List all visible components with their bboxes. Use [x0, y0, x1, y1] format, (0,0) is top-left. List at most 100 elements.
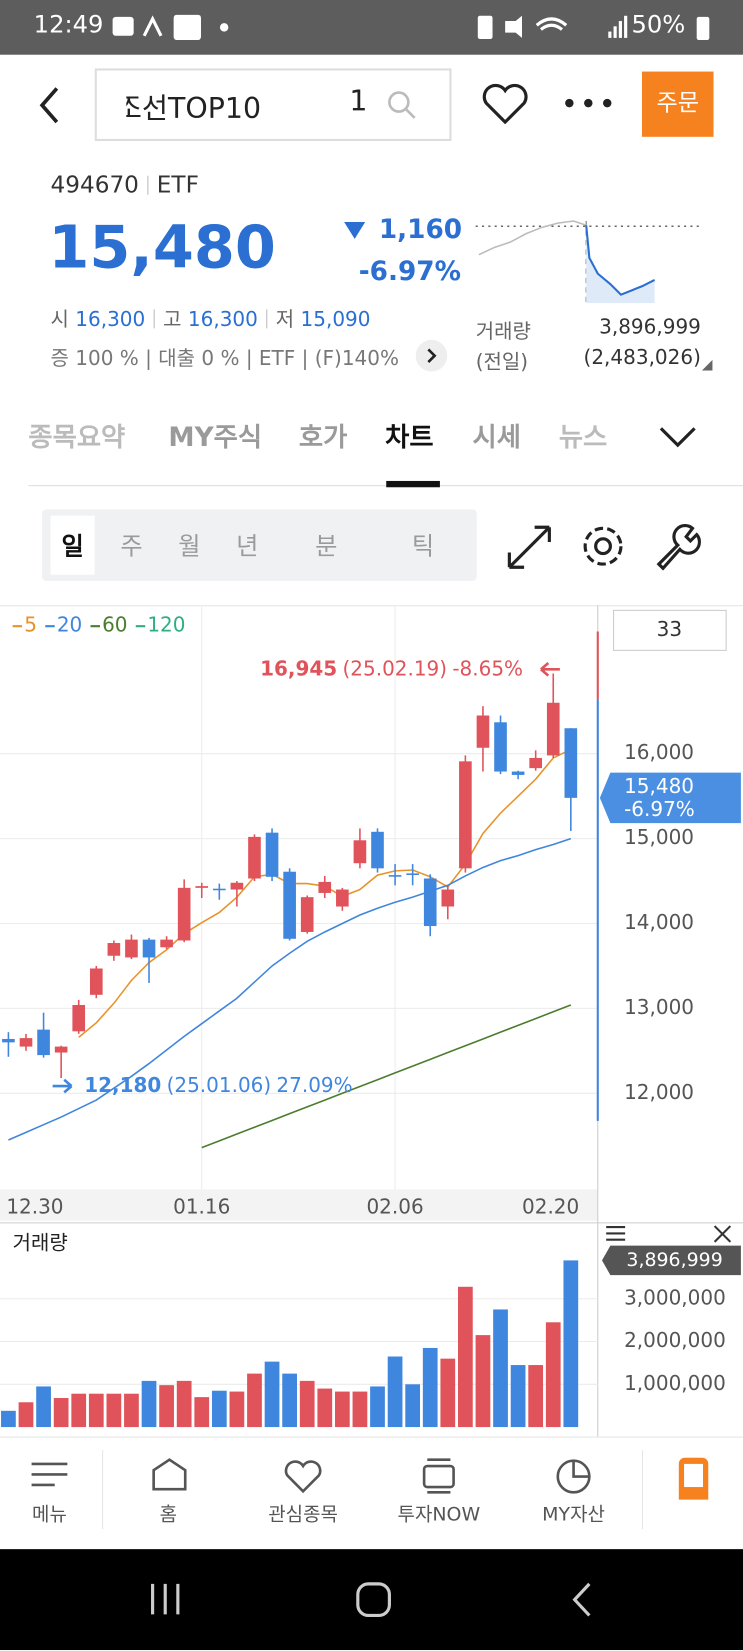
- tab[interactable]: MY주식: [168, 422, 263, 453]
- volume-bar: [545, 1322, 561, 1428]
- legend-label: 60: [102, 613, 127, 637]
- tab-divider: [28, 485, 743, 487]
- period[interactable]: 틱: [411, 533, 435, 561]
- price-tag-change: -6.97%: [624, 797, 695, 821]
- info-more-button[interactable]: [415, 339, 448, 372]
- tab[interactable]: 시세: [472, 422, 521, 453]
- status-bar: 12:49 50%: [0, 0, 743, 55]
- tool-button[interactable]: [652, 522, 701, 571]
- more-button[interactable]: [563, 95, 614, 112]
- candle-body: [388, 875, 402, 877]
- bottom-nav: [0, 1436, 743, 1551]
- x-tick-label: 02.06: [366, 1195, 423, 1219]
- high-label: 고: [163, 308, 182, 332]
- favorite-button[interactable]: [481, 82, 529, 126]
- y-tick-label: 2,000,000: [624, 1328, 726, 1352]
- separator: [266, 309, 268, 329]
- price-tag-bg: [599, 772, 741, 824]
- x-tick-label: 01.16: [173, 1195, 230, 1219]
- period[interactable]: 주: [120, 533, 143, 561]
- volume-bar: [124, 1393, 139, 1428]
- high-value: 16,300: [187, 308, 258, 332]
- nav-item[interactable]: 투자NOW: [397, 1503, 481, 1526]
- candle-body: [54, 1046, 68, 1053]
- tab[interactable]: 호가: [298, 422, 348, 453]
- candle-body: [230, 882, 244, 890]
- price-change-pct: -6.97%: [358, 255, 461, 287]
- volume-bar: [299, 1380, 315, 1428]
- candle-body: [265, 832, 279, 877]
- candle-body: [441, 889, 455, 907]
- ma-line: [8, 837, 572, 1141]
- annotation-arrow: [540, 662, 560, 677]
- y-tick-label: 3,000,000: [624, 1285, 726, 1309]
- annotation: 16,945 (25.02.19) -8.65%: [260, 656, 523, 680]
- volume-menu-icon: [606, 1226, 626, 1241]
- candle-body: [107, 943, 121, 956]
- prev-label: (전일): [475, 350, 529, 374]
- legend-label: 5: [24, 613, 37, 637]
- candle-body: [19, 1038, 33, 1047]
- prev-volume: (2,483,026): [583, 346, 701, 370]
- period[interactable]: 일: [61, 533, 84, 561]
- volume-value: 3,896,999: [599, 315, 701, 339]
- annotation-part: 16,945: [260, 656, 337, 680]
- tab[interactable]: 종목요약: [28, 422, 126, 453]
- candle-body: [195, 886, 209, 888]
- candle-body: [318, 881, 332, 893]
- annotation-part: (25.02.19): [342, 656, 447, 680]
- stock-code: 494670: [50, 172, 139, 199]
- settings-button[interactable]: [579, 522, 627, 570]
- volume-bar: [405, 1384, 421, 1428]
- nav-icons: [31, 1457, 709, 1500]
- stock-code-row: 494670 ETF: [51, 173, 199, 199]
- mini-chart: [475, 220, 700, 304]
- candle-body: [406, 873, 419, 875]
- candle-body: [142, 939, 156, 958]
- volume-bar: [141, 1380, 157, 1428]
- candle-body: [160, 939, 173, 948]
- nav-item[interactable]: 관심종목: [268, 1503, 338, 1526]
- x-tick-label: 02.20: [522, 1195, 579, 1219]
- period[interactable]: 월: [178, 533, 201, 561]
- open-value: 16,300: [75, 308, 146, 332]
- order-button[interactable]: 주문: [641, 71, 714, 137]
- search-icon[interactable]: [386, 89, 418, 121]
- volume-bar: [387, 1356, 403, 1428]
- tabs-expand[interactable]: [658, 423, 698, 450]
- candle-body: [177, 887, 191, 941]
- candle-body: [283, 871, 296, 939]
- nav-item[interactable]: 메뉴: [32, 1503, 67, 1526]
- volume-bar: [71, 1393, 87, 1428]
- status-time: 12:49: [33, 11, 104, 39]
- nav-item[interactable]: MY자산: [542, 1503, 605, 1526]
- tab[interactable]: 뉴스: [558, 422, 608, 453]
- period[interactable]: 분: [315, 533, 338, 561]
- candle-body: [213, 888, 226, 891]
- system-nav-icons: [151, 1582, 591, 1618]
- volume-bar: [458, 1286, 473, 1428]
- candle-body: [529, 757, 542, 769]
- fullscreen-button[interactable]: [505, 523, 553, 571]
- status-icons-right: [477, 15, 628, 39]
- candle-body: [353, 840, 367, 864]
- volume-bar: [88, 1393, 104, 1428]
- y-tick-label: 1,000,000: [624, 1371, 726, 1395]
- x-tick-label: 12.30: [6, 1195, 63, 1219]
- tab-active[interactable]: 차트: [385, 422, 434, 453]
- search-suffix: 1: [349, 85, 368, 118]
- nav-divider: [102, 1450, 104, 1530]
- volume-bar: [334, 1391, 350, 1428]
- search-box[interactable]: 조선TOP10 1: [94, 68, 452, 142]
- candle-body: [371, 831, 384, 869]
- nav-item[interactable]: 홈: [159, 1503, 178, 1526]
- volume-bar: [194, 1397, 210, 1428]
- separator: [147, 175, 149, 195]
- legend-label: 120: [147, 613, 185, 637]
- ohl-row: 시 16,300 고 16,300 저 15,090: [51, 304, 371, 332]
- date-strip: [0, 1189, 598, 1221]
- volume-bar: [352, 1391, 368, 1428]
- back-button[interactable]: [32, 84, 70, 126]
- period[interactable]: 년: [236, 533, 259, 561]
